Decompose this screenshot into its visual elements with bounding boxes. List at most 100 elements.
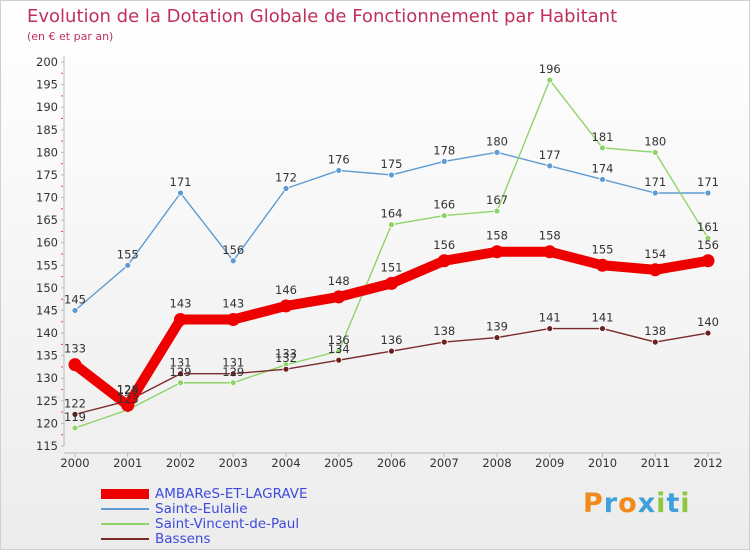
data-label: 131 [170,356,192,370]
logo-letter: o [618,488,638,519]
data-point [648,263,662,277]
data-point [437,254,451,268]
data-label: 138 [644,324,666,338]
data-label: 151 [381,260,403,274]
data-point [546,76,554,84]
axes: 1151201251301351401451501551601651701751… [36,55,723,470]
legend-swatch [101,522,149,525]
data-point [440,338,448,346]
data-label: 177 [539,148,561,162]
data-label: 143 [170,297,192,311]
legend-swatch [101,507,149,510]
data-label: 139 [486,320,508,334]
data-point [493,148,501,156]
data-label: 145 [64,292,86,306]
x-tick-label: 2009 [535,456,564,470]
data-point [546,162,554,170]
x-tick-label: 2003 [219,456,248,470]
data-label: 136 [381,333,403,347]
data-label: 155 [117,247,139,261]
data-label: 156 [222,243,244,257]
legend-item: Saint-Vincent-de-Paul [101,515,308,532]
x-tick-label: 2000 [60,456,89,470]
data-point [651,148,659,156]
y-tick-label: 180 [36,145,58,159]
series-layer [68,76,715,432]
data-point [704,189,712,197]
x-tick-label: 2010 [588,456,617,470]
y-tick-label: 130 [36,371,58,385]
data-label: 132 [275,351,297,365]
data-point [493,207,501,215]
data-label: 143 [222,297,244,311]
series-line [70,246,713,411]
y-tick-label: 125 [36,394,58,408]
data-point [599,325,606,332]
data-label: 148 [328,274,350,288]
data-label: 175 [381,157,403,171]
data-point [177,189,184,197]
data-point [279,299,293,313]
data-label: 140 [697,315,719,329]
data-point [651,189,659,197]
data-point [71,410,79,418]
legend-label: AMBAReS-ET-LAGRAVE [155,485,308,502]
x-tick-label: 2011 [641,456,670,470]
series-sainte-eulalie [71,148,712,314]
data-label: 129 [170,365,192,379]
data-point [226,313,240,327]
y-tick-label: 190 [36,100,58,114]
data-point [490,245,504,259]
legend-swatch [101,488,149,499]
y-tick-label: 195 [36,78,58,92]
data-label: 178 [433,143,455,157]
data-point [596,258,609,272]
series-saint-vincent-de-paul [71,76,712,432]
data-label: 155 [592,242,614,256]
chart-subtitle: (en € et par an) [27,30,114,43]
data-point [229,379,237,387]
data-label: 161 [697,220,719,234]
y-tick-label: 140 [36,326,58,340]
y-tick-label: 185 [36,123,58,137]
data-label: 164 [381,207,403,221]
data-point [282,185,290,192]
data-label: 171 [697,175,719,189]
data-label: 138 [433,324,455,338]
proxiti-logo: Proxiti [583,488,691,519]
x-tick-label: 2005 [324,456,353,470]
y-tick-label: 170 [36,191,58,205]
y-tick-label: 120 [36,416,58,430]
series-ambares-et-lagrave [68,245,715,412]
legend-item: Bassens [101,531,308,547]
data-label: 119 [64,410,86,424]
y-tick-label: 115 [36,439,58,453]
data-point [71,424,79,432]
y-tick-label: 200 [36,55,58,69]
legend-swatch [101,537,149,540]
data-point [71,307,79,314]
data-label: 134 [328,342,350,356]
data-point [332,290,346,304]
data-point [335,347,343,355]
data-point [335,356,343,364]
data-point [177,379,184,387]
data-point [440,157,448,165]
data-point [335,167,343,174]
x-tick-label: 2002 [166,456,195,470]
data-label: 131 [222,356,244,370]
data-point [493,334,501,341]
x-tick-label: 2001 [113,456,142,470]
data-label: 133 [275,347,297,361]
data-point [385,276,398,290]
data-point [440,212,448,220]
data-label: 166 [433,198,455,212]
legend-item: AMBAReS-ET-LAGRAVE [101,485,308,502]
logo-letter: P [583,488,604,519]
data-label: 146 [275,283,297,297]
x-tick-label: 2012 [693,456,722,470]
y-tick-label: 165 [36,213,58,227]
legend-label: Saint-Vincent-de-Paul [155,515,300,532]
data-label: 133 [64,342,86,356]
